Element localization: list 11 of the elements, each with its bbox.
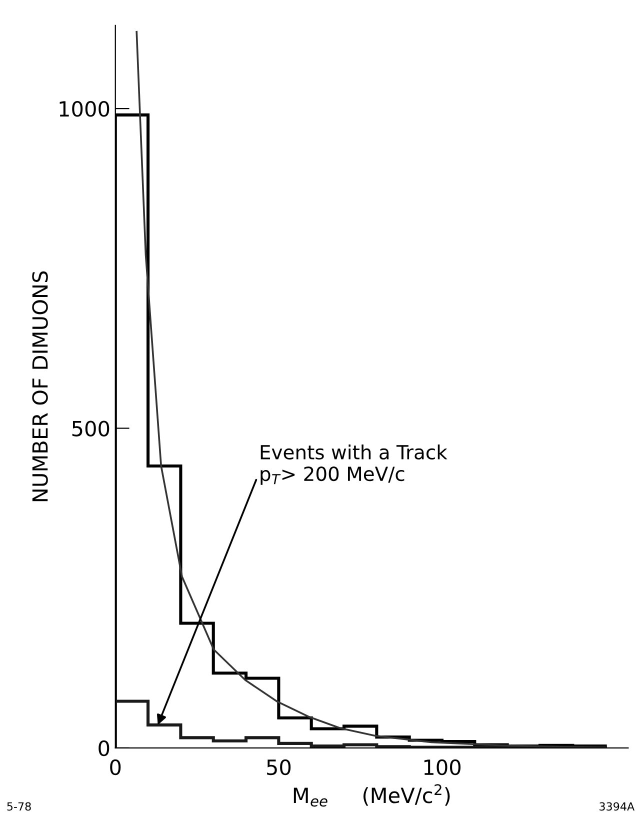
- y-tick-label: 1000: [60, 101, 110, 117]
- x-tick-label: 100: [424, 759, 461, 776]
- annotation: Events with a Track p$_{T}$> 200 MeV/c: [260, 444, 448, 485]
- text: M$_{ee}$ (MeV/c$^{2}$): [294, 784, 450, 807]
- y-axis-title: NUMBER OF DIMUONS: [32, 271, 48, 502]
- text: 3394A: [600, 802, 634, 811]
- text: 5-78: [7, 802, 31, 811]
- y-tick-label: 500: [72, 420, 110, 436]
- y-tick-label: 0: [98, 740, 110, 756]
- x-tick-label: 0: [110, 759, 121, 776]
- x-tick-label: 50: [267, 759, 291, 776]
